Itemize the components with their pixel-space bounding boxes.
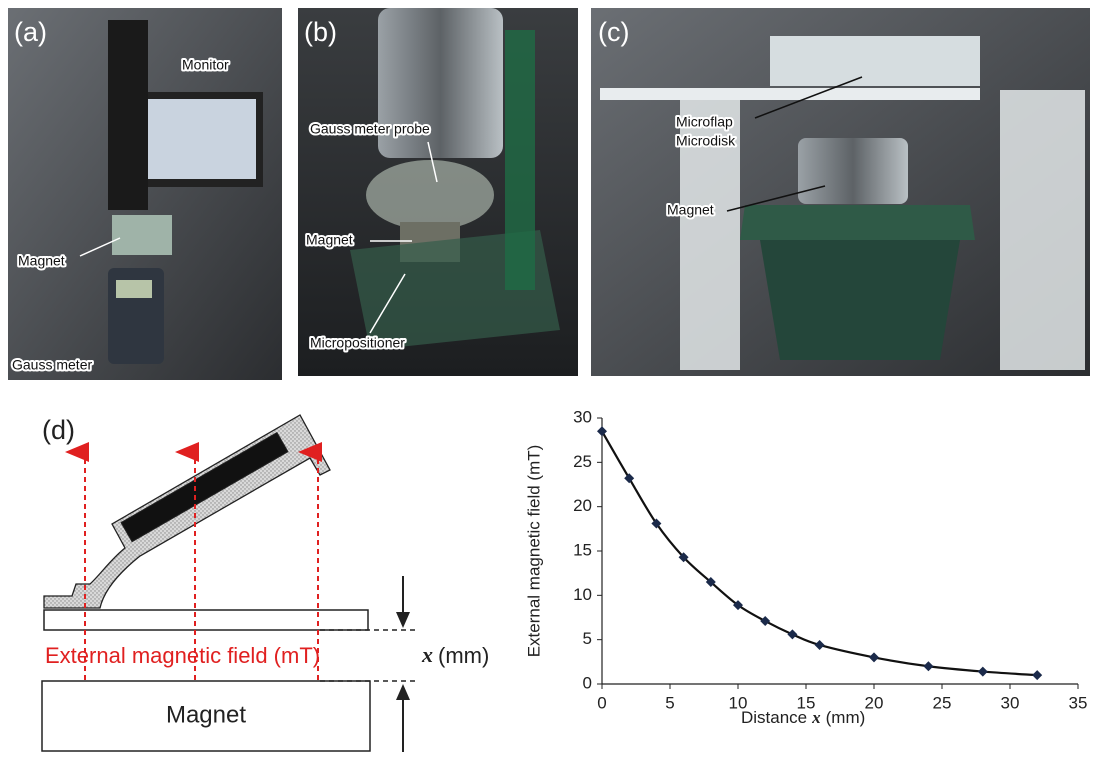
data-point [597,426,607,436]
y-tick-label: 15 [573,540,592,559]
figure: (a) Monitor Magnet Gauss meter (b) Gauss… [0,0,1097,764]
substrate [44,610,368,630]
x-tick-label: 25 [933,693,952,712]
annotation: Micropositioner [310,335,405,351]
y-tick-label: 0 [583,673,592,692]
data-point [978,667,988,677]
x-tick-label: 5 [665,693,674,712]
data-point [923,661,933,671]
panel-label: (d) [42,415,75,445]
y-tick-label: 10 [573,585,592,604]
x-tick-label: 20 [865,693,884,712]
photo-b: (b) Gauss meter probe Magnet Micropositi… [298,8,578,376]
annotation: Monitor [182,57,229,73]
gap-label: x(mm) [421,642,489,668]
magnet-label: Magnet [166,701,246,728]
y-tick-label: 5 [583,629,592,648]
gap-symbol: x [421,642,433,667]
microflap [44,415,330,608]
x-axis-unit: (mm) [826,708,866,727]
annotation: Microdisk [676,133,736,149]
photo-a: (a) Monitor Magnet Gauss meter [8,8,282,380]
panel-label: (a) [14,17,47,47]
photo-c: (c) Microflap Microdisk Magnet [591,8,1090,376]
x-tick-label: 35 [1069,693,1088,712]
annotation: Gauss meter [12,357,92,373]
data-point [787,629,797,639]
x-tick-label: 10 [729,693,748,712]
x-tick-label: 15 [797,693,816,712]
panel-label: (c) [598,17,629,47]
panel-label: (b) [304,17,337,47]
annotation: Microflap [676,114,733,130]
x-tick-label: 0 [597,693,606,712]
y-tick-label: 25 [573,452,592,471]
data-point [1032,670,1042,680]
data-point [760,616,770,626]
series-line [602,431,1037,675]
y-axis-label: External magnetic field (mT) [524,445,543,658]
gap-unit: (mm) [438,643,489,668]
y-tick-label: 30 [573,407,592,426]
annotation: Gauss meter probe [310,121,430,137]
data-point [815,640,825,650]
annotation: Magnet [306,232,353,248]
field-label: External magnetic field (mT) [45,643,320,668]
schematic-d: (d) Magnet External magnetic field (mT) … [42,415,489,752]
annotation: Magnet [667,202,714,218]
annotation: Magnet [18,253,65,269]
x-tick-label: 30 [1001,693,1020,712]
y-tick-label: 20 [573,496,592,515]
data-point [869,652,879,662]
data-point [624,473,634,483]
